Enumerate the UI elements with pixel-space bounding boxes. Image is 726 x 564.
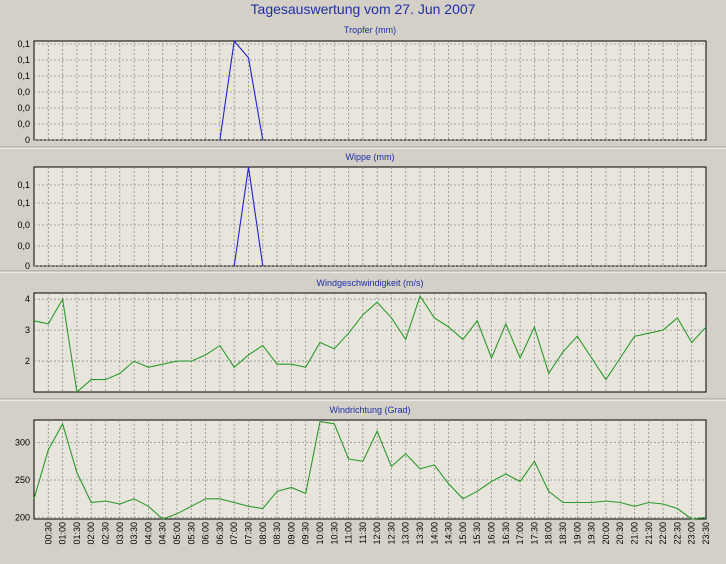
x-tick-label: 04:00 — [143, 522, 153, 545]
x-tick-label: 18:00 — [544, 522, 554, 545]
x-tick-label: 08:00 — [258, 522, 268, 545]
x-tick-label: 23:00 — [687, 522, 697, 545]
y-tick-label: 4 — [25, 294, 30, 304]
x-tick-label: 02:30 — [100, 522, 110, 545]
x-tick-label: 19:00 — [572, 522, 582, 545]
y-tick-label: 0,0 — [17, 87, 30, 97]
y-tick-label: 200 — [15, 513, 30, 523]
plot-area — [33, 40, 707, 141]
plot-area — [33, 419, 707, 520]
y-tick-label: 2 — [25, 356, 30, 366]
plot-area — [33, 292, 707, 393]
series-line — [33, 420, 707, 520]
y-tick-label: 0,1 — [17, 180, 30, 190]
x-tick-label: 07:00 — [229, 522, 239, 545]
x-tick-label: 05:00 — [172, 522, 182, 545]
x-tick-label: 04:30 — [158, 522, 168, 545]
x-tick-label: 03:30 — [129, 522, 139, 545]
x-tick-label: 13:30 — [415, 522, 425, 545]
x-tick-label: 13:00 — [401, 522, 411, 545]
x-tick-label: 00:30 — [43, 522, 53, 545]
y-tick-label: 0,1 — [17, 55, 30, 65]
x-tick-label: 23:30 — [701, 522, 711, 545]
panel-title: Tropfer (mm) — [344, 25, 396, 35]
y-tick-label: 0,0 — [17, 119, 30, 129]
panel-title: Wippe (mm) — [346, 152, 395, 162]
y-tick-label: 0 — [25, 135, 30, 145]
x-tick-label: 02:00 — [86, 522, 96, 545]
y-tick-label: 250 — [15, 475, 30, 485]
x-tick-label: 19:30 — [587, 522, 597, 545]
x-tick-label: 07:30 — [243, 522, 253, 545]
y-tick-label: 0,1 — [17, 198, 30, 208]
x-tick-label: 11:30 — [358, 522, 368, 544]
x-tick-label: 15:30 — [472, 522, 482, 545]
x-tick-label: 09:00 — [286, 522, 296, 545]
y-tick-label: 3 — [25, 325, 30, 335]
x-tick-label: 20:30 — [615, 522, 625, 545]
x-tick-label: 12:00 — [372, 522, 382, 545]
y-tick-label: 0,0 — [17, 103, 30, 113]
x-tick-label: 12:30 — [386, 522, 396, 545]
y-tick-label: 0,1 — [17, 39, 30, 49]
x-tick-label: 06:00 — [201, 522, 211, 545]
x-tick-label: 17:00 — [515, 522, 525, 545]
y-tick-label: 0 — [25, 261, 30, 271]
x-tick-label: 09:30 — [301, 522, 311, 545]
x-tick-label: 17:30 — [529, 522, 539, 545]
panel-title: Windgeschwindigkeit (m/s) — [316, 278, 423, 288]
panel-title: Windrichtung (Grad) — [329, 405, 410, 415]
x-tick-label: 14:00 — [429, 522, 439, 545]
y-tick-label: 0,0 — [17, 241, 30, 251]
x-tick-label: 21:30 — [644, 522, 654, 545]
series-line — [233, 166, 264, 267]
x-tick-label: 01:00 — [58, 522, 68, 545]
x-tick-label: 11:00 — [344, 522, 354, 544]
x-tick-label: 22:30 — [672, 522, 682, 545]
x-tick-label: 01:30 — [72, 522, 82, 545]
x-tick-label: 16:30 — [501, 522, 511, 545]
plot-area — [33, 166, 707, 267]
x-tick-label: 21:00 — [630, 522, 640, 545]
x-tick-label: 03:00 — [115, 522, 125, 545]
series-line — [33, 294, 707, 394]
x-tick-label: 06:30 — [215, 522, 225, 545]
x-tick-label: 08:30 — [272, 522, 282, 545]
x-tick-label: 10:00 — [315, 522, 325, 545]
x-tick-label: 20:00 — [601, 522, 611, 545]
y-tick-label: 300 — [15, 438, 30, 448]
y-tick-label: 0,0 — [17, 220, 30, 230]
x-tick-label: 14:30 — [444, 522, 454, 545]
x-tick-label: 18:30 — [558, 522, 568, 545]
x-tick-label: 22:00 — [658, 522, 668, 545]
page-title: Tagesauswertung vom 27. Jun 2007 — [250, 1, 476, 17]
x-tick-label: 05:30 — [186, 522, 196, 545]
y-tick-label: 0,1 — [17, 71, 30, 81]
x-tick-label: 15:00 — [458, 522, 468, 545]
x-tick-label: 16:00 — [487, 522, 497, 545]
x-tick-label: 10:30 — [329, 522, 339, 545]
series-line — [219, 39, 264, 141]
